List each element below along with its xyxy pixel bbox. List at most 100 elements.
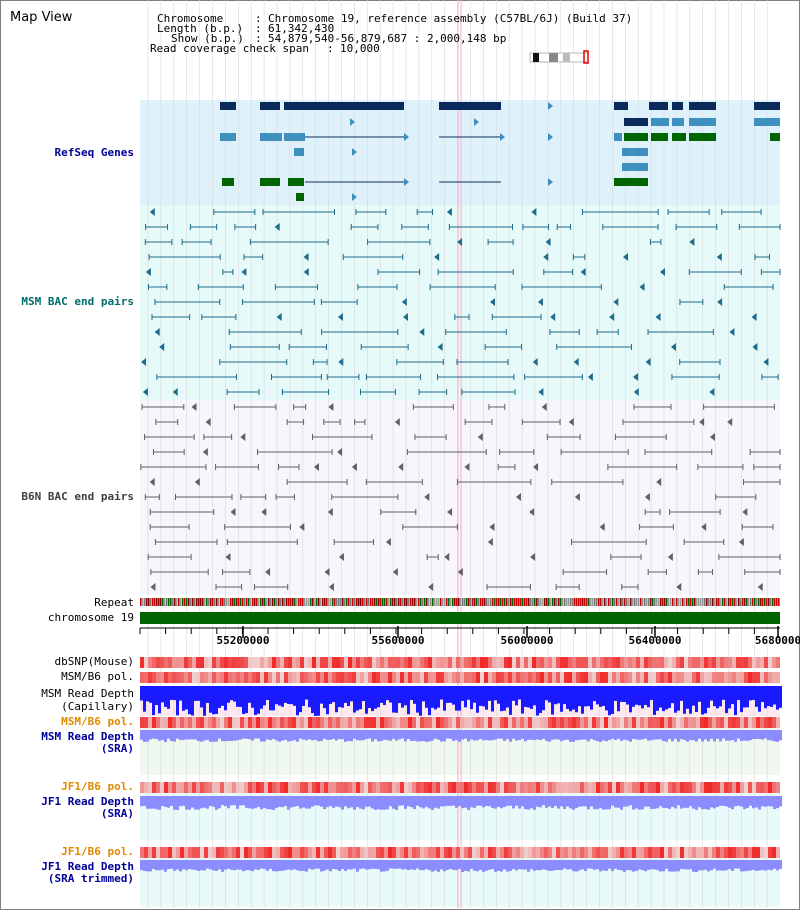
jf1-b6-pol2-heat [412, 847, 416, 858]
dbsnp-heat [180, 657, 184, 668]
track-label-msm-depth-sra[interactable]: MSM Read Depth [41, 730, 134, 743]
msm-read-depth-sra [512, 730, 515, 739]
jf1-read-depth-sra [707, 796, 710, 810]
msm-read-depth-cap [455, 686, 458, 711]
track-label-repeat[interactable]: Repeat [94, 596, 134, 609]
jf1-read-depth-trim [668, 860, 671, 872]
jf1-b6-pol2-heat [456, 847, 460, 858]
jf1-read-depth-sra [554, 796, 557, 807]
jf1-read-depth-sra [770, 796, 773, 807]
msm-b6-pol2-heat [504, 717, 508, 728]
msm-bac-pair-arrow [419, 328, 425, 336]
repeat-mark [568, 598, 570, 606]
track-label-chromosome[interactable]: chromosome 19 [47, 611, 134, 624]
jf1-b6-pol-heat [240, 782, 244, 793]
jf1-b6-pol-heat [584, 782, 588, 793]
msm-read-depth-sra [245, 730, 248, 739]
msm-read-depth-sra [497, 730, 500, 739]
repeat-mark [700, 598, 702, 606]
jf1-b6-pol2-heat [180, 847, 184, 858]
msm-b6-pol2-heat [420, 717, 424, 728]
jf1-b6-pol2-heat [176, 847, 180, 858]
jf1-b6-pol-heat [552, 782, 556, 793]
jf1-read-depth-trim [233, 860, 236, 871]
msm-b6-pol2-heat [564, 717, 568, 728]
msm-b6-pol-heat [200, 672, 204, 683]
msm-read-depth-cap [683, 686, 686, 714]
track-label-msm-b6-pol[interactable]: MSM/B6 pol. [61, 670, 134, 683]
msm-read-depth-cap [299, 686, 302, 713]
repeat-mark [228, 598, 230, 606]
msm-read-depth-sra [263, 730, 266, 742]
repeat-mark [760, 598, 762, 606]
msm-read-depth-cap [779, 686, 782, 708]
repeat-mark [754, 598, 756, 606]
jf1-read-depth-sra [158, 796, 161, 810]
track-label-jf1-b6-pol[interactable]: JF1/B6 pol. [61, 780, 134, 793]
colon: : [255, 22, 262, 35]
jf1-b6-pol2-heat [700, 847, 704, 858]
track-label-jf1-depth-trim[interactable]: JF1 Read Depth [41, 860, 134, 873]
jf1-b6-pol2-heat [144, 847, 148, 858]
dbsnp-heat [576, 657, 580, 668]
dbsnp-heat [412, 657, 416, 668]
track-label-b6n-bac[interactable]: B6N BAC end pairs [21, 490, 134, 503]
repeat-mark [288, 598, 290, 606]
dbsnp-heat [492, 657, 496, 668]
msm-b6-pol2-heat [476, 717, 480, 728]
jf1-b6-pol-heat [268, 782, 272, 793]
jf1-read-depth-trim [524, 860, 527, 870]
jf1-read-depth-trim [554, 860, 557, 871]
jf1-read-depth-sra [428, 796, 431, 809]
repeat-mark [410, 598, 412, 606]
msm-b6-pol-heat [704, 672, 708, 683]
jf1-read-depth-sra [200, 796, 203, 809]
msm-b6-pol-heat [188, 672, 192, 683]
msm-read-depth-sra [152, 730, 155, 739]
repeat-mark [226, 598, 228, 606]
msm-read-depth-cap [728, 686, 731, 709]
track-label-msm-depth-cap[interactable]: MSM Read Depth [41, 687, 134, 700]
msm-b6-pol-heat [244, 672, 248, 683]
msm-read-depth-cap [701, 686, 704, 715]
track-label-msm-bac[interactable]: MSM BAC end pairs [21, 295, 134, 308]
track-label-msm-depth-cap-sub: (Capillary) [61, 700, 134, 713]
msm-b6-pol2-heat [696, 717, 700, 728]
dbsnp-heat [272, 657, 276, 668]
msm-b6-pol2-heat [776, 717, 780, 728]
jf1-read-depth-sra [344, 796, 347, 807]
msm-bac-pair-arrow [633, 388, 639, 396]
msm-b6-pol2-heat [524, 717, 528, 728]
msm-b6-pol-heat [216, 672, 220, 683]
track-label-jf1-b6-pol-2[interactable]: JF1/B6 pol. [61, 845, 134, 858]
msm-b6-pol-heat [760, 672, 764, 683]
dbsnp-heat [376, 657, 380, 668]
dbsnp-heat [624, 657, 628, 668]
jf1-read-depth-trim [308, 860, 311, 869]
msm-b6-pol2-heat [144, 717, 148, 728]
msm-read-depth-sra [146, 730, 149, 742]
jf1-b6-pol-heat [604, 782, 608, 793]
msm-b6-pol2-heat [732, 717, 736, 728]
repeat-mark [692, 598, 694, 606]
track-label-refseq[interactable]: RefSeq Genes [54, 146, 134, 159]
msm-b6-pol2-heat [380, 717, 384, 728]
track-label-dbsnp[interactable]: dbSNP(Mouse) [54, 655, 134, 668]
jf1-read-depth-sra [395, 796, 398, 810]
repeat-mark [696, 598, 698, 606]
msm-read-depth-cap [461, 686, 464, 701]
jf1-b6-pol-heat [696, 782, 700, 793]
repeat-mark [156, 598, 158, 606]
track-label-jf1-depth-sra[interactable]: JF1 Read Depth [41, 795, 134, 808]
msm-read-depth-sra [179, 730, 182, 741]
msm-b6-pol-heat [460, 672, 464, 683]
msm-read-depth-cap [470, 686, 473, 710]
jf1-b6-pol2-heat [748, 847, 752, 858]
jf1-read-depth-sra [767, 796, 770, 807]
track-label-msm-b6-pol-2[interactable]: MSM/B6 pol. [61, 715, 134, 728]
repeat-mark [280, 598, 282, 606]
repeat-mark [708, 598, 710, 606]
jf1-read-depth-sra [680, 796, 683, 809]
msm-read-depth-sra [635, 730, 638, 740]
repeat-mark [202, 598, 204, 606]
